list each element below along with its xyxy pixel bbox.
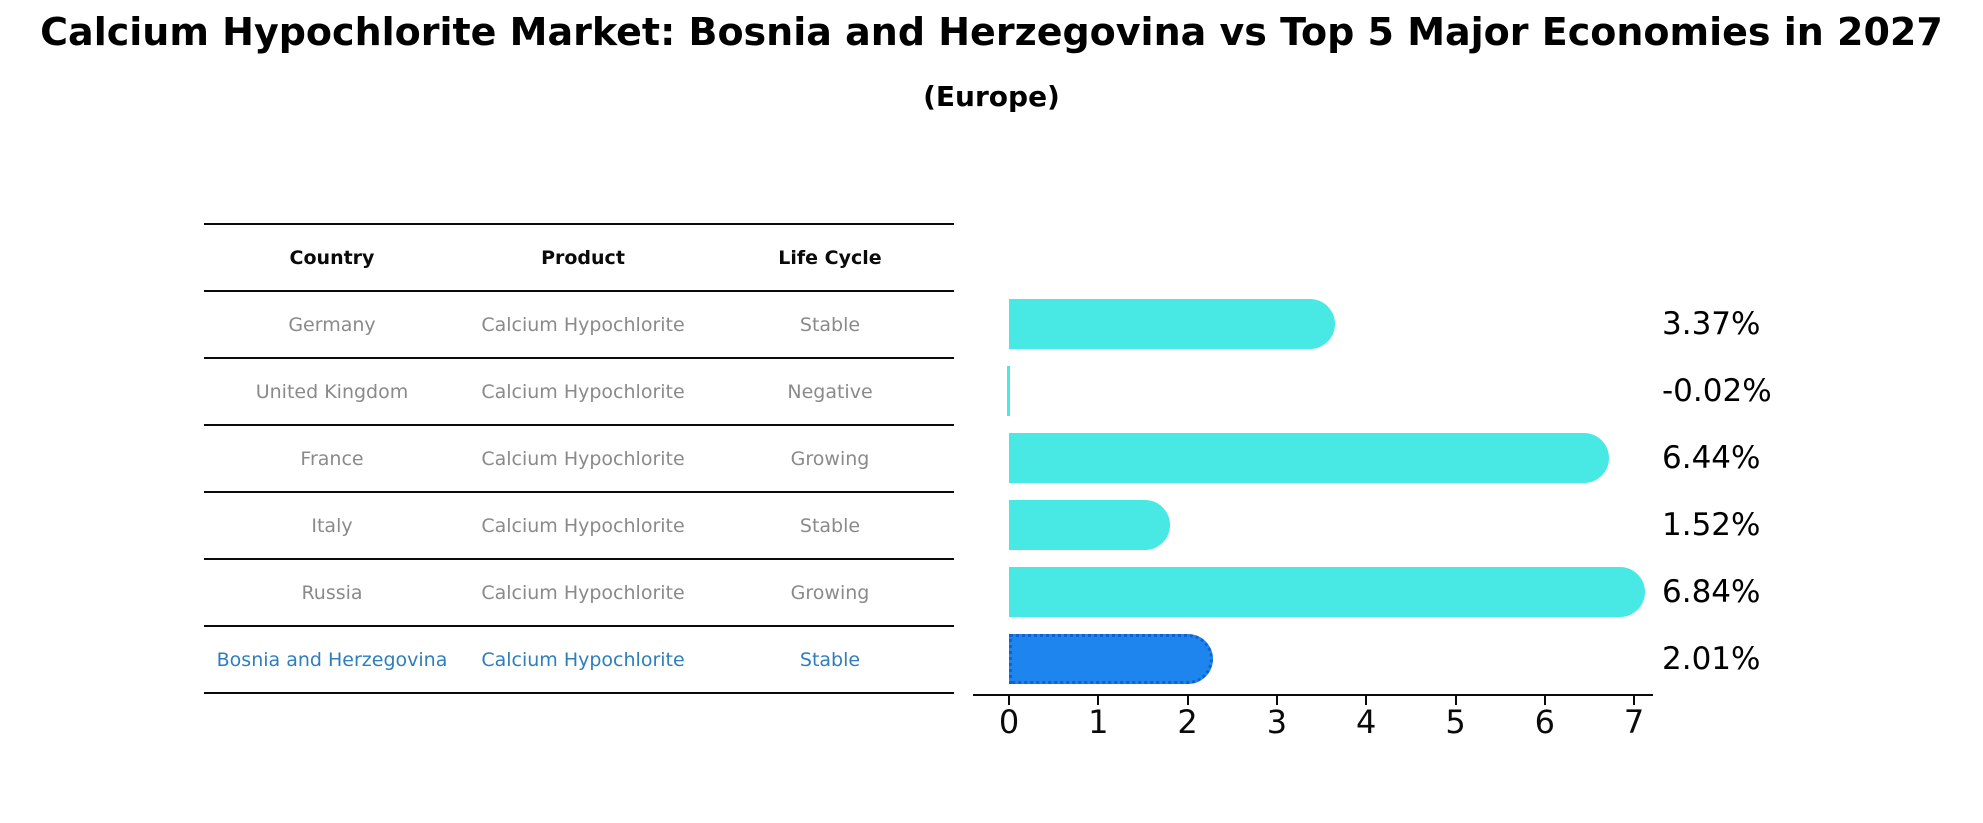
x-axis-tick-label: 6 bbox=[1534, 703, 1555, 741]
cell-product: Calcium Hypochlorite bbox=[460, 625, 706, 694]
bar-france bbox=[1009, 432, 1609, 483]
cell-country: Bosnia and Herzegovina bbox=[204, 625, 460, 694]
value-label-russia: 6.84% bbox=[1662, 573, 1761, 610]
x-axis-tick bbox=[1275, 696, 1278, 705]
x-axis-tick-label: 7 bbox=[1623, 703, 1645, 741]
x-axis-tick-label: 5 bbox=[1445, 703, 1466, 741]
cell-product: Calcium Hypochlorite bbox=[460, 357, 706, 425]
cell-life-cycle: Growing bbox=[706, 558, 954, 626]
bar-germany bbox=[1009, 298, 1335, 349]
cell-product: Calcium Hypochlorite bbox=[460, 290, 706, 358]
column-header-life-cycle: Life Cycle bbox=[706, 223, 954, 291]
column-header-product: Product bbox=[460, 223, 706, 291]
value-label-france: 6.44% bbox=[1662, 439, 1761, 476]
bar-italy bbox=[1009, 499, 1170, 550]
cell-life-cycle: Stable bbox=[706, 625, 954, 694]
cell-life-cycle: Stable bbox=[706, 491, 954, 559]
value-label-germany: 3.37% bbox=[1662, 305, 1761, 342]
table-row-russia: Russia Calcium Hypochlorite Growing bbox=[204, 558, 954, 626]
cell-life-cycle: Negative bbox=[706, 357, 954, 425]
x-axis-tick-label: 1 bbox=[1088, 703, 1109, 741]
x-axis-tick bbox=[1543, 696, 1546, 705]
x-axis-tick-label: 4 bbox=[1356, 703, 1377, 741]
chart-title: Calcium Hypochlorite Market: Bosnia and … bbox=[40, 10, 1943, 54]
cell-life-cycle: Stable bbox=[706, 290, 954, 358]
value-label-italy: 1.52% bbox=[1662, 506, 1761, 543]
x-axis-tick bbox=[1097, 696, 1100, 705]
comparison-table: Country Product Life Cycle Germany Calci… bbox=[204, 223, 954, 694]
bar-bosnia-and-herzegovina bbox=[1009, 633, 1213, 684]
x-axis-tick bbox=[1633, 696, 1636, 705]
cell-country: France bbox=[204, 424, 460, 492]
x-axis-tick-label: 0 bbox=[998, 703, 1020, 741]
cell-product: Calcium Hypochlorite bbox=[460, 558, 706, 626]
bar-russia bbox=[1009, 566, 1645, 617]
bar-united-kingdom bbox=[1007, 365, 1010, 416]
value-label-united-kingdom: -0.02% bbox=[1662, 372, 1772, 409]
cell-country: Russia bbox=[204, 558, 460, 626]
x-axis-tick bbox=[1008, 696, 1010, 705]
cell-country: Italy bbox=[204, 491, 460, 559]
x-axis-tick-label: 3 bbox=[1266, 703, 1288, 741]
cell-country: Germany bbox=[204, 290, 460, 358]
x-axis-tick bbox=[1365, 696, 1368, 705]
x-axis-tick bbox=[1454, 696, 1457, 705]
x-axis-line bbox=[973, 694, 1653, 696]
x-axis-tick-label: 2 bbox=[1177, 703, 1198, 741]
table-row-france: France Calcium Hypochlorite Growing bbox=[204, 424, 954, 492]
cell-country: United Kingdom bbox=[204, 357, 460, 425]
table-row-united-kingdom: United Kingdom Calcium Hypochlorite Nega… bbox=[204, 357, 954, 425]
table-row-italy: Italy Calcium Hypochlorite Stable bbox=[204, 491, 954, 559]
table-row-bosnia-and-herzegovina: Bosnia and Herzegovina Calcium Hypochlor… bbox=[204, 625, 954, 694]
value-label-bosnia-and-herzegovina: 2.01% bbox=[1662, 640, 1761, 677]
x-axis-tick bbox=[1186, 696, 1189, 705]
chart-subtitle: (Europe) bbox=[923, 80, 1060, 113]
cell-product: Calcium Hypochlorite bbox=[460, 424, 706, 492]
table-row-germany: Germany Calcium Hypochlorite Stable bbox=[204, 290, 954, 358]
column-header-country: Country bbox=[204, 223, 460, 291]
table-header-row: Country Product Life Cycle bbox=[204, 223, 954, 291]
cell-life-cycle: Growing bbox=[706, 424, 954, 492]
cell-product: Calcium Hypochlorite bbox=[460, 491, 706, 559]
